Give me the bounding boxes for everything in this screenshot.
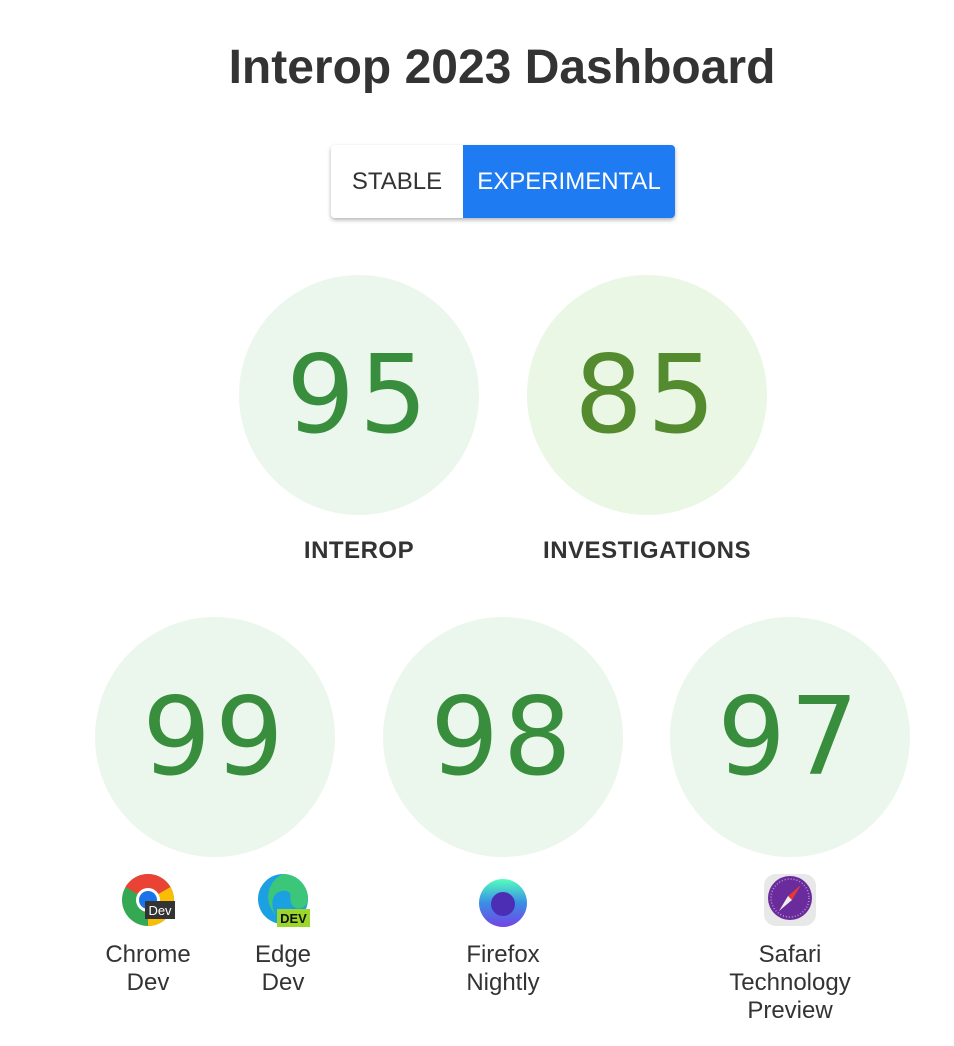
channel-toggle: STABLE EXPERIMENTAL xyxy=(331,145,675,218)
edge-dev-label: Edge Dev xyxy=(254,941,312,996)
edge-dev-icon: DEV xyxy=(258,874,310,927)
safari-technology-preview-label: Safari Technology Preview xyxy=(729,941,851,1024)
firefox-score: 98 xyxy=(383,617,623,857)
safari-score: 97 xyxy=(670,617,910,857)
investigations-score: 85 xyxy=(527,275,767,515)
firefox-nightly-label: Firefox Nightly xyxy=(466,941,540,996)
firefox-nightly-icon xyxy=(479,879,527,927)
svg-text:DEV: DEV xyxy=(280,911,307,926)
investigations-label: INVESTIGATIONS xyxy=(543,537,751,564)
safari-technology-preview-icon xyxy=(764,874,816,926)
page-title: Interop 2023 Dashboard xyxy=(228,41,776,94)
chrome-edge-score: 99 xyxy=(95,617,335,857)
interop-score: 95 xyxy=(239,275,479,515)
svg-text:Dev: Dev xyxy=(148,903,172,918)
chrome-dev-label: Chrome Dev xyxy=(105,941,191,996)
chrome-dev-icon: Dev xyxy=(122,874,175,926)
experimental-button[interactable]: EXPERIMENTAL xyxy=(463,145,675,218)
stable-button[interactable]: STABLE xyxy=(331,145,463,218)
interop-label: INTEROP xyxy=(303,537,415,564)
